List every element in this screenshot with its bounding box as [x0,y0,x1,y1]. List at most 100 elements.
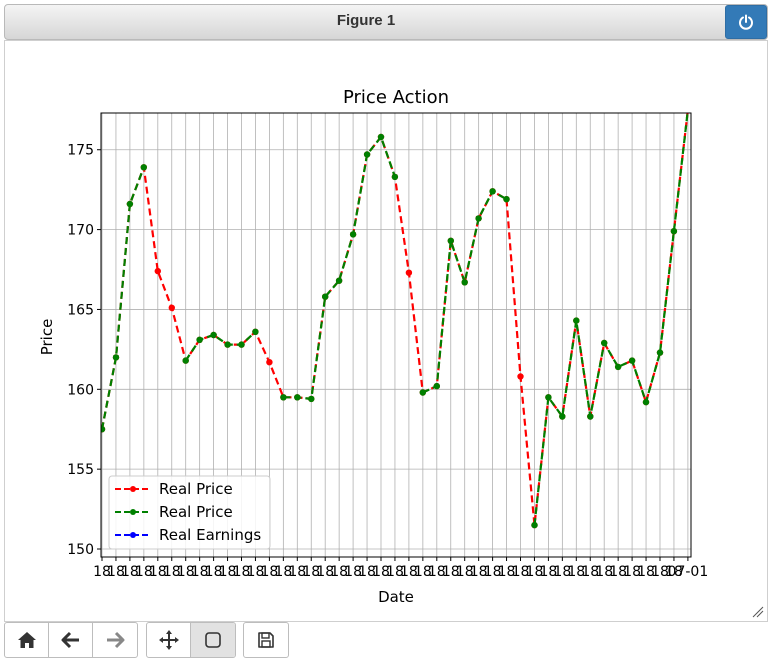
data-point [322,293,329,300]
series-line [533,113,689,526]
resize-grip-icon[interactable] [752,606,764,618]
data-point [335,277,343,284]
data-point [433,382,440,390]
data-point [294,394,301,401]
series-line [184,330,257,362]
x-tick-label: 18 [484,564,502,580]
legend-marker-2 [130,509,136,515]
data-point [280,394,287,401]
x-tick-label: 18 [609,564,627,580]
data-point [531,521,538,529]
y-axis: 150 155 160 165 170 175 [67,143,101,558]
x-tick-label: 18 [386,564,404,580]
legend-entry-3: Real Earnings [115,526,261,544]
x-tick-label: 18 [219,564,237,580]
move-icon [158,630,179,650]
x-tick-label: 18 [512,564,530,580]
x-tick-label: 18 [526,564,544,580]
pan-button[interactable] [147,623,191,657]
data-point [377,133,385,141]
power-button[interactable] [725,5,767,39]
x-tick-label: 07-01 [668,564,709,580]
x-tick-label: 18 [637,564,655,580]
data-point [614,363,622,371]
x-tick-label: 18 [316,564,334,580]
x-tick-label: 18 [233,564,251,580]
data-point [391,173,399,181]
zoom-rect-icon [205,632,221,648]
data-point [363,151,371,158]
save-icon [258,632,274,648]
plot-area-frame [100,112,692,558]
x-tick-label: 18 [302,564,320,580]
power-icon [739,14,753,30]
forward-arrow-icon [107,631,125,649]
data-point [238,341,245,348]
x-tick-label: 18 [567,564,585,580]
legend-label-1: Real Price [159,480,233,498]
y-tick-label: 150 [67,542,94,558]
toolbar-group-nav [4,622,138,658]
data-point [559,413,566,420]
forward-button[interactable] [93,623,137,657]
x-tick-label: 18 [623,564,641,580]
x-axis: 1818181818181818181818181818181818181818… [93,557,708,580]
x-tick-label: 18 [107,564,125,580]
x-tick-label: 18 [163,564,181,580]
data-point [489,188,496,195]
legend-marker-1 [130,486,136,492]
data-point [210,331,217,339]
x-axis-label: Date [378,588,414,606]
y-tick-label: 165 [67,302,94,318]
x-tick-label: 18 [358,564,376,580]
x-tick-label: 18 [205,564,223,580]
x-tick-label: 18 [595,564,613,580]
y-tick-label: 155 [67,462,94,478]
x-tick-label: 18 [93,564,111,580]
series-layer [101,107,691,529]
back-button[interactable] [49,623,93,657]
data-point [168,304,175,311]
x-tick-label: 18 [177,564,195,580]
save-button[interactable] [244,623,288,657]
zoom-button[interactable] [191,623,235,657]
y-tick-label: 175 [67,143,94,159]
data-point [656,349,664,356]
data-point [461,279,468,286]
x-tick-label: 18 [330,564,348,580]
x-tick-label: 18 [191,564,209,580]
data-point [545,394,552,401]
series-line [101,166,145,430]
x-tick-label: 18 [442,564,460,580]
data-point [266,359,273,366]
legend-entry-2: Real Price [115,503,233,521]
data-point [308,395,315,403]
data-point [628,357,636,364]
home-button[interactable] [5,623,49,657]
home-icon [17,632,36,648]
data-point [252,328,259,335]
data-point [112,354,120,361]
x-tick-label: 18 [651,564,669,580]
data-point [196,336,203,343]
x-tick-label: 18 [149,564,167,580]
figure-canvas[interactable]: 150 155 160 165 170 175 18 18 18 18 18 18 18 18 18 18 1… [4,40,768,622]
data-point [224,341,231,348]
data-point [101,426,106,433]
x-tick-label: 18 [274,564,292,580]
data-point [419,389,426,396]
data-point [475,215,482,222]
x-tick-label: 18 [414,564,432,580]
x-tick-label: 18 [247,564,265,580]
x-tick-label: 18 [344,564,362,580]
toolbar-group-save [243,622,289,658]
x-tick-label: 18 [539,564,557,580]
x-tick-label: 18 [665,564,683,580]
data-point [685,107,691,113]
data-point [517,373,524,380]
x-tick-label: 18 [498,564,516,580]
window-titlebar: Figure 1 [4,4,768,40]
y-tick-label: 170 [67,223,94,239]
data-point [126,200,134,208]
